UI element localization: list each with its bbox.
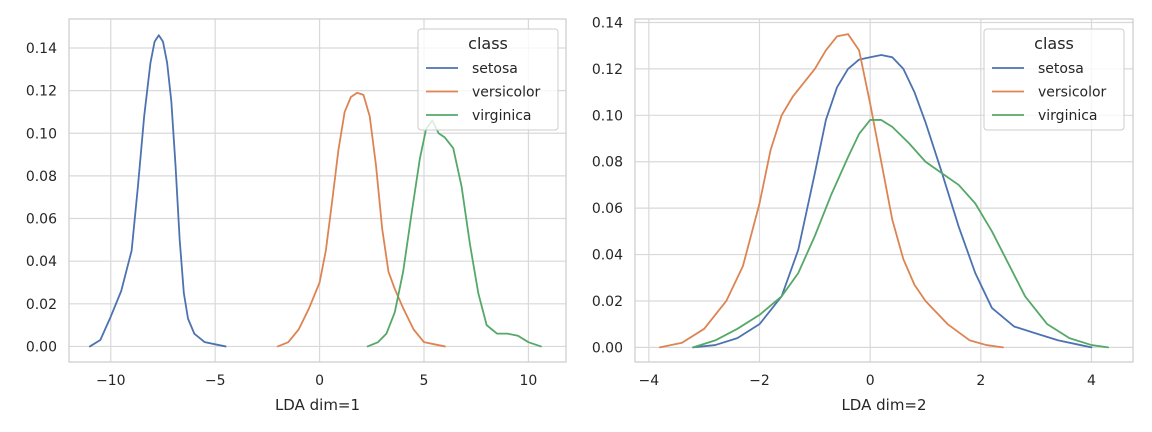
plot-frame [68, 18, 567, 363]
kde-plot-lda-dim-1: −10 −5 0 5 10 0.00 0.02 0.04 0.06 0.08 0.10 0.12 0.1… [26, 18, 567, 414]
series-line-versicolor [659, 33, 1004, 349]
legend-box [983, 28, 1125, 131]
y-tick-label: 0.04 [592, 248, 623, 264]
y-tick-label: 0.02 [592, 294, 623, 310]
kde-plot-lda-dim-2: −4 −2 0 2 4 0.00 0.02 0.04 0.06 0.08 0.10 0.12 0.14 L… [592, 15, 1134, 414]
x-tick-label: 5 [420, 373, 429, 389]
x-tick-label: −5 [205, 373, 226, 389]
y-tick-label: 0.02 [26, 297, 57, 313]
x-tick-label: 2 [976, 373, 985, 389]
x-tick-label: −4 [639, 373, 660, 389]
series-line-virginica [692, 119, 1109, 349]
y-tick-label: 0.08 [26, 169, 57, 185]
y-tick-label: 0.12 [592, 62, 623, 78]
legend-label-setosa: setosa [1038, 61, 1084, 77]
series-line-setosa [88, 34, 227, 348]
legend-label-virginica: virginica [472, 108, 532, 124]
y-tick-label: 0.10 [592, 108, 623, 124]
series-line-versicolor [276, 91, 446, 348]
y-tick-label: 0.14 [592, 15, 623, 31]
y-tick-label: 0.00 [26, 339, 57, 355]
legend: class setosa versicolor virginica [983, 28, 1125, 131]
legend-title: class [468, 34, 508, 53]
legend-label-versicolor: versicolor [472, 85, 541, 101]
legend-label-setosa: setosa [472, 61, 518, 77]
series-line-setosa [692, 54, 1093, 349]
x-tick-label: 10 [519, 373, 537, 389]
plot-frame [634, 18, 1134, 363]
y-tick-label: 0.08 [592, 155, 623, 171]
legend-box [417, 28, 559, 131]
y-tick-label: 0.10 [26, 126, 57, 142]
y-tick-label: 0.00 [592, 340, 623, 356]
x-axis-label: LDA dim=1 [275, 396, 360, 414]
x-tick-label: 0 [315, 373, 324, 389]
x-axis-label: LDA dim=2 [841, 396, 926, 414]
x-tick-label: −10 [96, 373, 126, 389]
y-tick-label: 0.14 [26, 41, 57, 57]
legend: class setosa versicolor virginica [417, 28, 559, 131]
y-tick-label: 0.04 [26, 254, 57, 270]
x-tick-label: 4 [1087, 373, 1096, 389]
y-tick-label: 0.06 [26, 212, 57, 228]
x-tick-label: −2 [749, 373, 770, 389]
x-tick-label: 0 [866, 373, 875, 389]
legend-label-virginica: virginica [1038, 108, 1098, 124]
legend-label-versicolor: versicolor [1038, 85, 1107, 101]
series-line-virginica [366, 119, 542, 348]
gridlines [69, 19, 566, 362]
legend-title: class [1034, 34, 1074, 53]
y-tick-label: 0.06 [592, 201, 623, 217]
y-tick-label: 0.12 [26, 84, 57, 100]
